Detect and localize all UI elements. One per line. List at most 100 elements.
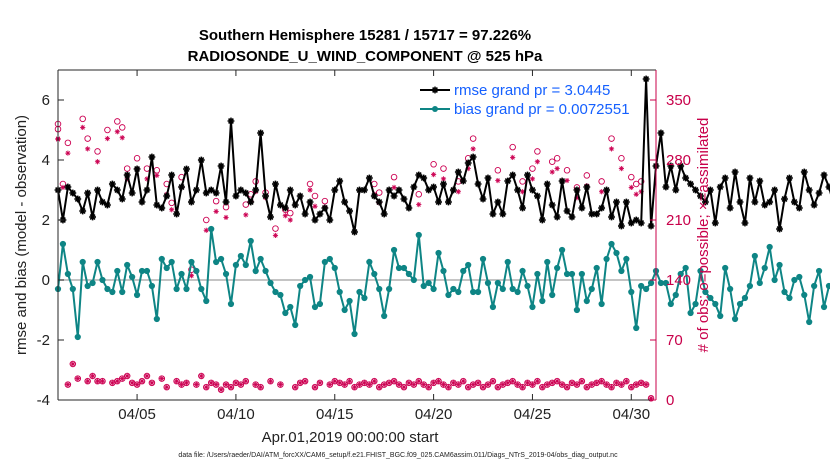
bias-point <box>662 279 669 287</box>
bias-point <box>667 300 674 308</box>
obs-assimilated-point <box>174 378 180 384</box>
obs-possible-point <box>212 381 220 388</box>
obs-assimilated-point <box>119 375 125 382</box>
bias-point <box>361 294 368 302</box>
obs-assimilated-point <box>529 381 536 388</box>
obs-possible-point <box>420 381 427 388</box>
obs-possible-point <box>257 383 264 391</box>
bias-point <box>465 261 472 269</box>
bias-point <box>282 309 289 317</box>
obs-possible-point <box>519 178 526 185</box>
rmse-point <box>741 219 749 227</box>
bias-point <box>761 264 768 272</box>
rmse-point <box>474 180 482 188</box>
bias-point <box>356 288 363 296</box>
bias-point <box>781 288 788 296</box>
obs-assimilated-point <box>485 381 491 388</box>
obs-possible-point <box>341 381 348 388</box>
bias-point <box>539 297 546 305</box>
rmse-point <box>316 210 324 218</box>
rmse-point <box>247 198 255 206</box>
y-tick-label-right: 210 <box>666 212 691 229</box>
bias-point <box>593 264 600 272</box>
obs-possible-point <box>104 126 111 134</box>
rmse-point <box>721 174 729 182</box>
obs-possible-point <box>563 167 571 174</box>
obs-possible-point <box>608 135 615 142</box>
obs-possible-point <box>628 173 635 181</box>
rmse-point <box>346 207 353 215</box>
rmse-point <box>365 174 373 182</box>
obs-assimilated-point <box>401 384 407 390</box>
bias-point <box>727 285 734 293</box>
bias-point <box>247 237 254 245</box>
y-tick-label-right: 140 <box>666 272 691 289</box>
obs-possible-point <box>123 372 131 380</box>
obs-possible-point <box>445 383 452 391</box>
rmse-point <box>825 183 830 191</box>
bias-point <box>623 255 630 263</box>
obs-assimilated-point <box>277 381 283 388</box>
rmse-point <box>113 186 121 194</box>
rmse-point <box>281 204 289 212</box>
rmse-point <box>74 195 82 203</box>
rmse-point <box>291 201 299 209</box>
rmse-point <box>272 180 279 188</box>
rmse-point <box>810 201 818 209</box>
rmse-point <box>118 195 126 203</box>
bias-point <box>563 270 571 278</box>
bias-point <box>316 300 324 308</box>
rmse-point <box>790 198 798 206</box>
bias-point <box>79 258 86 266</box>
bias-point <box>208 225 215 233</box>
obs-assimilated-point <box>455 189 461 195</box>
rmse-point <box>410 183 418 191</box>
bias-point <box>227 300 235 308</box>
rmse-point <box>499 210 507 218</box>
bias-point <box>519 267 526 275</box>
rmse-point <box>123 171 131 179</box>
obs-assimilated-point <box>638 380 644 386</box>
bias-point <box>820 303 828 311</box>
obs-possible-point <box>203 383 210 391</box>
obs-assimilated-point <box>233 380 239 386</box>
bias-point <box>479 255 487 263</box>
obs-possible-point <box>198 372 205 380</box>
obs-possible-point <box>435 377 442 385</box>
bias-point <box>554 264 561 272</box>
obs-possible-point <box>375 189 383 196</box>
rmse-point <box>756 177 764 185</box>
rmse-point <box>677 162 685 170</box>
rmse-point <box>484 174 492 182</box>
bias-point <box>736 300 744 308</box>
obs-possible-point <box>474 379 482 387</box>
rmse-point <box>242 189 250 197</box>
rmse-point <box>563 207 571 215</box>
obs-assimilated-point <box>643 381 649 388</box>
rmse-point <box>173 210 181 218</box>
rmse-point <box>632 216 640 224</box>
rmse-point <box>454 168 462 176</box>
obs-possible-point <box>440 165 447 172</box>
rmse-point <box>128 189 136 197</box>
obs-assimilated-point <box>386 380 392 386</box>
bias-point <box>450 285 457 293</box>
obs-possible-point <box>415 377 423 385</box>
obs-assimilated-point <box>495 384 501 390</box>
obs-possible-point <box>64 139 72 147</box>
obs-possible-point <box>89 372 96 380</box>
bias-point <box>825 282 830 290</box>
bias-point <box>430 285 437 293</box>
rmse-point <box>687 180 694 188</box>
obs-possible-point <box>94 148 101 155</box>
bias-point <box>425 279 432 287</box>
obs-assimilated-point <box>238 381 244 388</box>
bias-point <box>504 258 511 266</box>
obs-possible-point <box>440 381 447 388</box>
obs-possible-point <box>252 381 259 388</box>
bias-point <box>618 267 625 275</box>
obs-assimilated-point <box>480 384 486 390</box>
rmse-point <box>133 165 141 173</box>
obs-assimilated-point <box>60 184 66 191</box>
obs-possible-point <box>390 377 398 385</box>
